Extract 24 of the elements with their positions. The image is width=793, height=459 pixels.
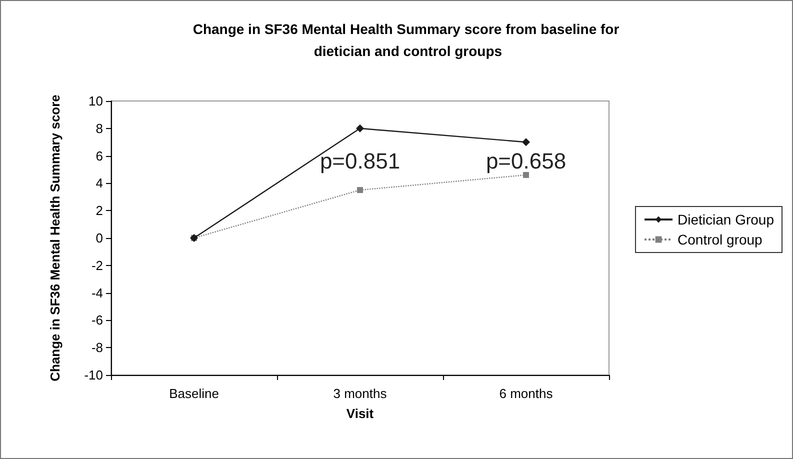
point xyxy=(357,187,363,194)
y-tick-label: -10 xyxy=(84,368,103,382)
point xyxy=(356,124,364,132)
y-tick-label: 10 xyxy=(88,94,103,108)
y-tick-label: -6 xyxy=(91,312,103,328)
point xyxy=(522,138,530,146)
chart-title: Change in SF36 Mental Health Summary score from baseline for dietician and control groups xyxy=(192,21,620,59)
y-tick-label: -2 xyxy=(91,258,103,273)
y-axis-title: Change in SF36 Mental Health Summary score xyxy=(48,94,62,382)
y-tick-label: 4 xyxy=(96,176,103,191)
annotation: p=0.851 xyxy=(320,148,400,174)
x-tick-label: 3 months xyxy=(333,386,388,401)
y-tick-label: -8 xyxy=(91,340,103,356)
y-tick-label: 0 xyxy=(96,230,103,246)
legend-label: Dietician Group xyxy=(678,212,774,228)
annotation: p=0.658 xyxy=(486,148,566,174)
x-tick-label: Baseline xyxy=(169,386,219,401)
y-tick-label: 6 xyxy=(96,148,103,164)
x-tick-label: 6 months xyxy=(499,386,554,401)
y-tick-label: -4 xyxy=(91,285,103,300)
y-tick-label: 2 xyxy=(96,203,103,218)
x-axis-title: Visit xyxy=(346,406,374,421)
legend-label: Control group xyxy=(678,232,763,248)
y-tick-label: 8 xyxy=(96,120,103,136)
